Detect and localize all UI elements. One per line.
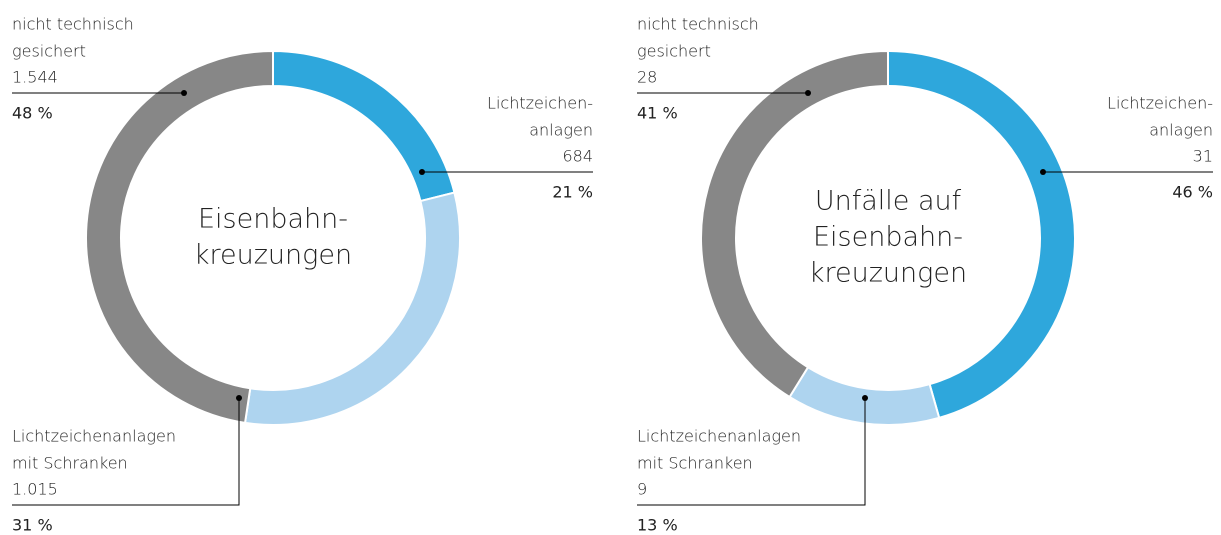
category-label: anlagen bbox=[1149, 121, 1213, 140]
center-label: Eisenbahn- bbox=[813, 222, 963, 253]
value-label: 1.544 bbox=[12, 68, 58, 87]
value-label: 684 bbox=[562, 147, 593, 166]
leader-line bbox=[637, 398, 866, 506]
center-label: kreuzungen bbox=[194, 240, 352, 271]
donut-segment bbox=[85, 49, 274, 425]
donut-segment bbox=[887, 49, 1076, 420]
category-label: anlagen bbox=[529, 121, 593, 140]
value-label: 1.015 bbox=[12, 480, 58, 499]
value-label: 31 bbox=[1193, 147, 1213, 166]
percent-label: 48 % bbox=[12, 104, 53, 123]
category-label: Lichtzeichenanlagen bbox=[12, 427, 176, 446]
percent-label: 41 % bbox=[637, 104, 678, 123]
category-label: nicht technisch bbox=[12, 15, 134, 34]
category-label: Lichtzeichenanlagen bbox=[637, 427, 801, 446]
donut-segment bbox=[272, 49, 456, 203]
category-label: mit Schranken bbox=[12, 454, 128, 473]
percent-label: 13 % bbox=[637, 516, 678, 535]
category-label: Lichtzeichen- bbox=[487, 94, 593, 113]
center-label: Eisenbahn- bbox=[198, 204, 348, 235]
category-label: nicht technisch bbox=[637, 15, 759, 34]
center-label: Unfälle auf bbox=[815, 186, 962, 217]
percent-label: 21 % bbox=[552, 183, 593, 202]
value-label: 9 bbox=[637, 480, 647, 499]
category-label: Lichtzeichen- bbox=[1107, 94, 1213, 113]
category-label: gesichert bbox=[637, 42, 711, 61]
category-label: mit Schranken bbox=[637, 454, 753, 473]
donut-segment bbox=[700, 49, 889, 399]
percent-label: 31 % bbox=[12, 516, 53, 535]
value-label: 28 bbox=[637, 68, 657, 87]
center-label: kreuzungen bbox=[809, 258, 967, 289]
category-label: gesichert bbox=[12, 42, 86, 61]
leader-line bbox=[12, 398, 240, 506]
percent-label: 46 % bbox=[1172, 183, 1213, 202]
